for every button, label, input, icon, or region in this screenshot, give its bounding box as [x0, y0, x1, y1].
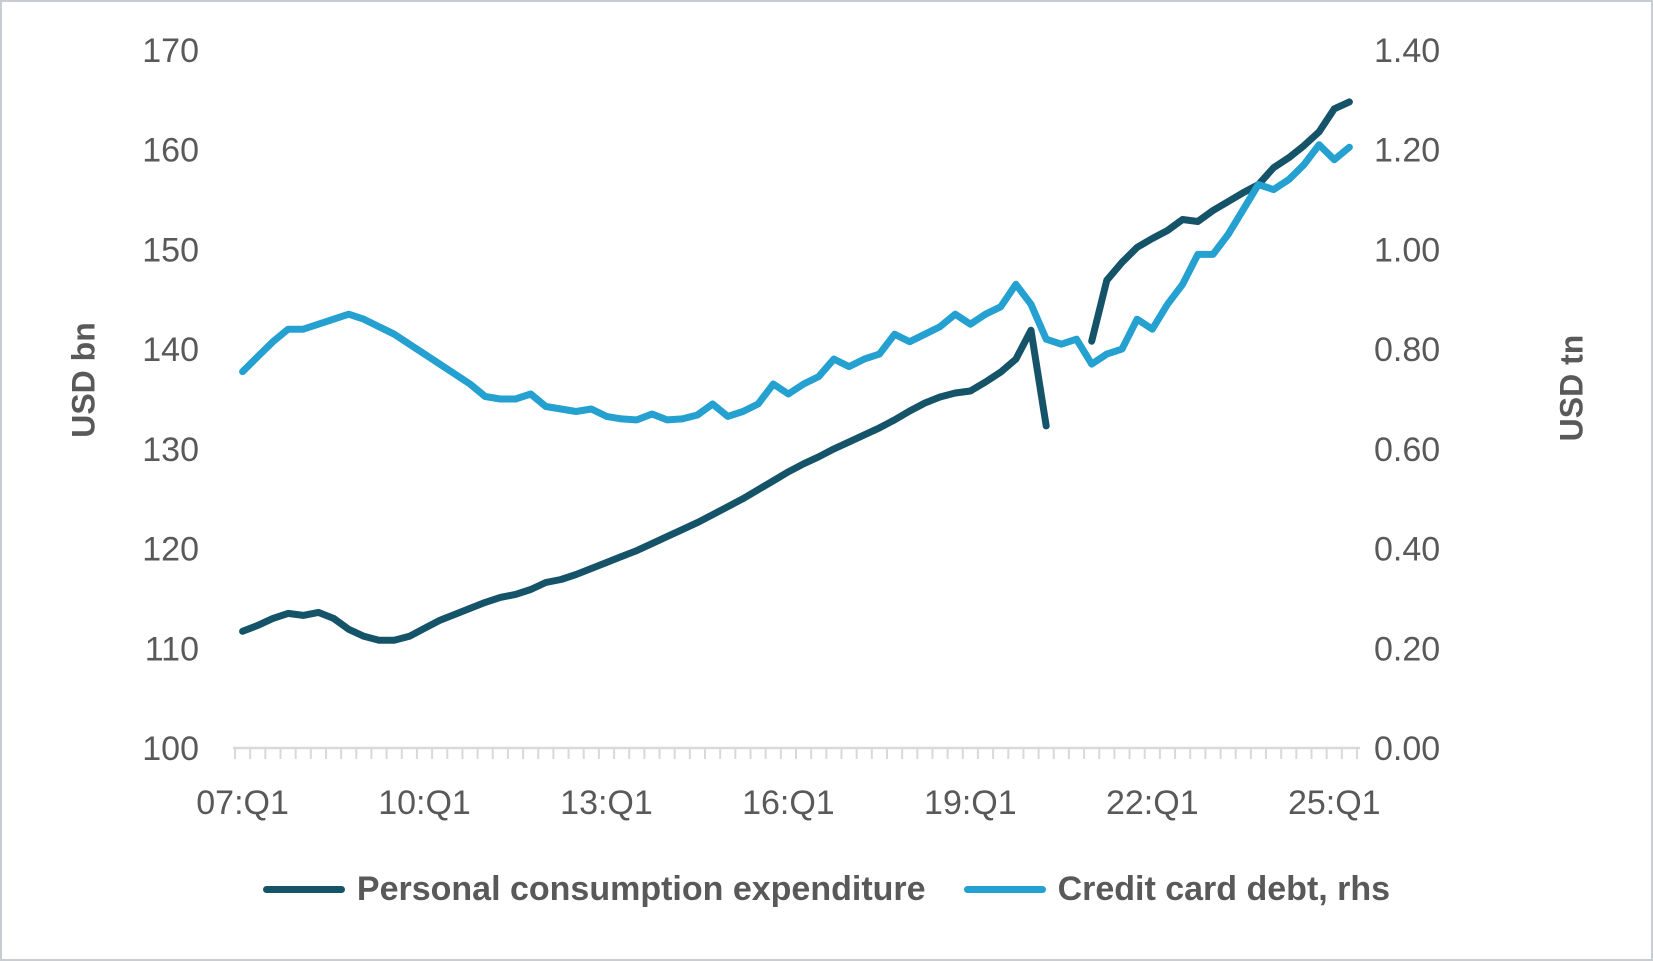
- right-axis-tick-label: 1.00: [1374, 231, 1440, 269]
- right-axis-tick-label: 0.40: [1374, 531, 1440, 569]
- left-axis-tick-label: 100: [142, 730, 199, 768]
- right-axis-tick-label: 0.60: [1374, 431, 1440, 469]
- credit-card-line-swatch-icon: [963, 886, 1046, 893]
- series-lines: [239, 98, 1353, 644]
- legend-item-credit-card: Credit card debt, rhs: [963, 870, 1391, 909]
- left-axis-tick-label: 120: [142, 531, 199, 569]
- left-axis-tick-label: 160: [142, 132, 199, 170]
- right-axis-title: USD tn: [1553, 334, 1590, 442]
- x-axis-tick-label: 07:Q1: [196, 784, 289, 822]
- left-axis-title: USD bn: [65, 322, 102, 438]
- legend-label-pce: Personal consumption expenditure: [356, 870, 926, 908]
- right-axis-tick-label: 0.20: [1374, 630, 1440, 668]
- right-axis-tick-label: 0.80: [1374, 331, 1440, 369]
- legend-label-credit-card: Credit card debt, rhs: [1057, 870, 1391, 908]
- x-axis-tick-label: 25:Q1: [1288, 784, 1381, 822]
- x-axis-tick-label: 13:Q1: [560, 784, 653, 822]
- x-axis-tick-label: 19:Q1: [924, 784, 1017, 822]
- left-axis-tick-labels: 100 110 120 130 140 150 160 170: [142, 32, 199, 768]
- right-axis-tick-labels: 0.00 0.20 0.40 0.60 0.80 1.00 1.20 1.40: [1374, 32, 1440, 768]
- x-axis-tick-label: 16:Q1: [742, 784, 835, 822]
- pce-line: [239, 326, 1050, 644]
- pce-line-swatch-icon: [262, 886, 345, 893]
- x-axis-tick-label: 10:Q1: [378, 784, 471, 822]
- legend-item-pce: Personal consumption expenditure: [262, 870, 926, 909]
- pce-line: [1088, 98, 1353, 345]
- left-axis-tick-label: 140: [142, 331, 199, 369]
- left-axis-tick-label: 110: [145, 630, 199, 668]
- right-axis-tick-label: 1.40: [1374, 32, 1440, 70]
- left-axis-tick-label: 130: [142, 431, 199, 469]
- right-axis-tick-label: 1.20: [1374, 132, 1440, 170]
- x-axis-tick-label: 22:Q1: [1106, 784, 1199, 822]
- left-axis-tick-label: 170: [142, 32, 199, 70]
- credit-card-line: [239, 141, 1353, 424]
- x-axis: [233, 746, 1360, 759]
- x-axis-tick-labels: 07:Q1 10:Q1 13:Q1 16:Q1 19:Q1 22:Q1 25:Q1: [196, 784, 1380, 822]
- right-axis-tick-label: 0.00: [1374, 730, 1440, 768]
- legend: Personal consumption expenditure Credit …: [2, 870, 1651, 909]
- left-axis-tick-label: 150: [142, 231, 199, 269]
